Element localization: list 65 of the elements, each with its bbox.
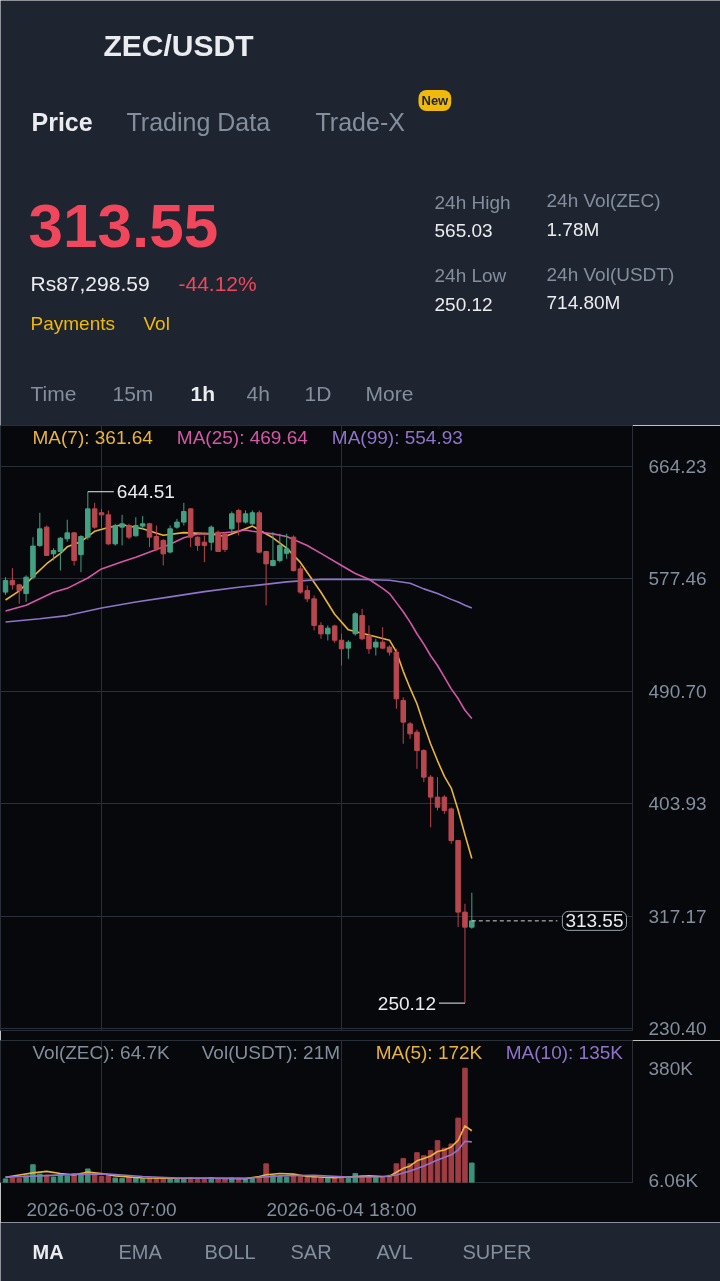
- x-tick-label: 2026-06-03 07:00: [26, 1198, 177, 1220]
- text: SAR: [290, 1241, 332, 1263]
- candlestick: [400, 696, 407, 745]
- text: 1.78M: [546, 219, 600, 240]
- bar: [2, 1178, 9, 1183]
- line-series: [4, 1140, 473, 1180]
- y-tick-label: 6.06K: [648, 1170, 699, 1192]
- bar: [325, 1177, 331, 1183]
- text: MA(25): 469.64: [176, 427, 309, 448]
- text: More: [365, 382, 414, 405]
- y-tick-label: 664.23: [648, 455, 707, 477]
- text: Trade-X: [315, 107, 406, 136]
- candlestick: [208, 524, 215, 551]
- annotation: 250.12: [377, 992, 436, 1014]
- y-tick-label: 380K: [648, 1057, 694, 1079]
- text: -44.12%: [178, 272, 257, 295]
- text: EMA: [118, 1241, 163, 1263]
- bar: [469, 1162, 475, 1183]
- text: Time: [30, 382, 77, 405]
- text: Trading Data: [126, 107, 271, 136]
- text: Price: [31, 107, 93, 136]
- candlestick: [345, 639, 352, 660]
- text: 313.55: [28, 190, 219, 260]
- text: 1D: [304, 382, 332, 405]
- text: BOLL: [204, 1241, 256, 1263]
- text: Payments: [30, 313, 115, 334]
- text: 15m: [112, 382, 154, 405]
- candlestick: [229, 510, 235, 534]
- text: 565.03: [434, 220, 493, 241]
- text: MA(10): 135K: [505, 1042, 624, 1063]
- line-series: [4, 578, 473, 623]
- text: AVL: [376, 1241, 413, 1263]
- text: 24h Vol(ZEC): [546, 190, 661, 211]
- text: Rs87,298.59: [30, 272, 150, 295]
- text: MA(5): 172K: [375, 1042, 483, 1063]
- text: 250.12: [434, 294, 493, 315]
- y-tick-label: 490.70: [648, 680, 707, 702]
- annotation: 644.51: [116, 481, 175, 503]
- annotation: Vol(USDT): 21M: [201, 1042, 341, 1063]
- text: 24h High: [434, 192, 511, 213]
- candlestick: [469, 892, 475, 930]
- y-tick-label: 317.17: [648, 905, 707, 927]
- text: 714.80M: [546, 292, 621, 313]
- candlestick: [235, 508, 242, 536]
- text: ZEC/USDT: [103, 29, 254, 62]
- y-tick-label: 230.40: [648, 1018, 707, 1040]
- candlestick: [37, 512, 43, 548]
- text: MA(7): 361.64: [32, 427, 154, 448]
- text: 24h Vol(USDT): [546, 264, 675, 285]
- text: New: [421, 93, 450, 108]
- text: MA: [32, 1241, 64, 1263]
- candlestick: [352, 611, 359, 637]
- text: 1h: [190, 382, 216, 405]
- y-tick-label: 577.46: [648, 568, 707, 590]
- text: MA(99): 554.93: [331, 427, 463, 448]
- text: Vol: [143, 313, 170, 334]
- line-series: [4, 524, 473, 860]
- annotation: Vol(ZEC): 64.7K: [32, 1042, 171, 1063]
- ref-line-label: 313.55: [565, 910, 624, 932]
- text: SUPER: [462, 1241, 532, 1263]
- text: 4h: [246, 382, 270, 405]
- x-tick-label: 2026-06-04 18:00: [266, 1198, 417, 1220]
- text: 24h Low: [434, 265, 507, 286]
- y-tick-label: 403.93: [648, 793, 707, 815]
- candlestick: [167, 524, 173, 554]
